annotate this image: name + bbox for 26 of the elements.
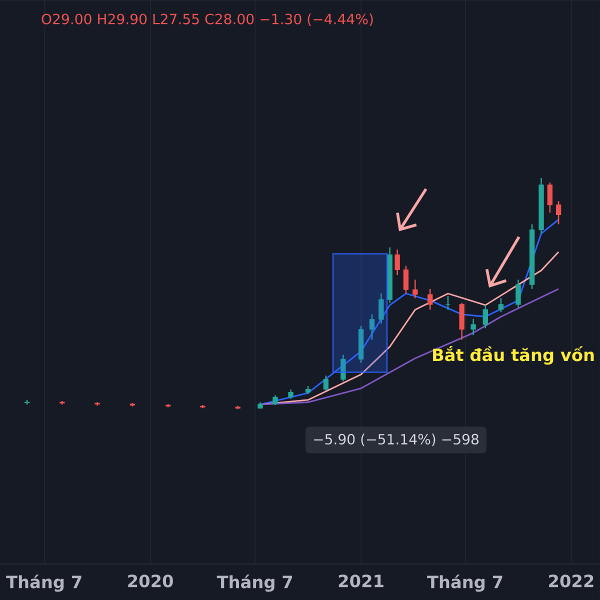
candlestick [272,394,278,406]
candlestick [394,249,400,276]
x-tick-label: 2020 [128,574,173,588]
candlestick [403,265,409,294]
x-tick-label: Tháng 7 [216,574,292,592]
text: −5.90 (−51.14%) −598 [314,434,478,446]
candlestick [340,354,346,382]
candlestick [556,200,562,225]
candlestick [445,295,451,310]
candlestick [547,182,552,214]
candlestick [323,374,328,392]
candlestick [369,314,375,340]
candlestick [412,279,418,299]
candlestick [288,388,294,400]
candlestick [470,318,476,336]
x-tick-label: 2022 [549,574,594,588]
x-tick-label: 2021 [338,574,384,588]
x-tick-label: Tháng 7 [6,574,82,592]
candlestick [498,298,504,313]
x-tick-label: Tháng 7 [427,574,502,592]
candlestick [428,288,433,310]
candlestick [516,279,521,308]
candlestick [378,292,384,324]
annotation: Bắt đầu tăng vốn [433,346,594,365]
text: O29.00 H29.90 L27.55 C28.00 −1.30 (−4.44%) [42,13,373,26]
candlestick [482,304,488,329]
